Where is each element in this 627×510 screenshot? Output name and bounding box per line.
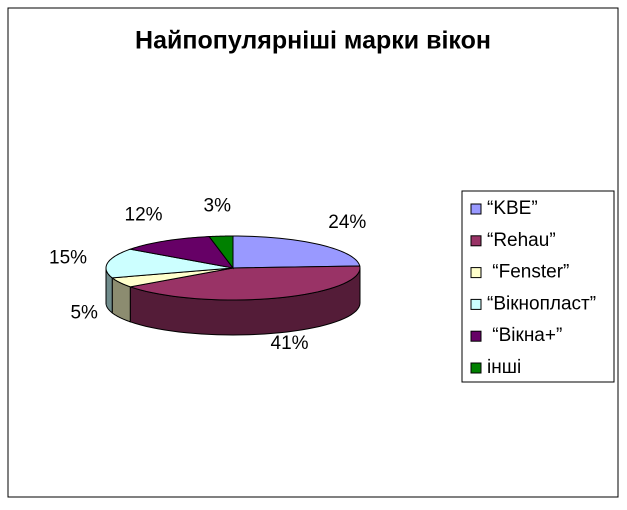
legend-label: “Вікнопласт”: [487, 293, 596, 314]
legend-swatch: [470, 362, 482, 374]
legend-box: [461, 190, 615, 383]
data-label: 3%: [204, 195, 232, 216]
legend-swatch: [470, 298, 482, 310]
slice: [130, 265, 361, 301]
legend-swatch: [470, 267, 482, 279]
data-label: 41%: [271, 333, 309, 354]
data-label: 15%: [49, 247, 87, 268]
legend-swatch: [470, 203, 482, 215]
chart-title: Найпопулярніші марки вікон: [135, 27, 491, 55]
slice: [110, 267, 234, 288]
slice: [128, 236, 235, 269]
data-label: 12%: [125, 205, 163, 226]
slice: [105, 248, 234, 279]
legend-label: “Вікна+”: [487, 325, 562, 346]
legend-label: “Fenster”: [487, 262, 569, 283]
data-label: 24%: [328, 212, 366, 233]
slice: [208, 235, 234, 270]
legend-label: інші: [487, 357, 521, 378]
data-label: 5%: [70, 303, 98, 324]
legend-label: “KBE”: [487, 198, 538, 219]
legend-swatch: [470, 235, 482, 247]
legend-label: “Rehau”: [487, 230, 556, 251]
legend-swatch: [470, 330, 482, 342]
slice: [232, 235, 361, 269]
